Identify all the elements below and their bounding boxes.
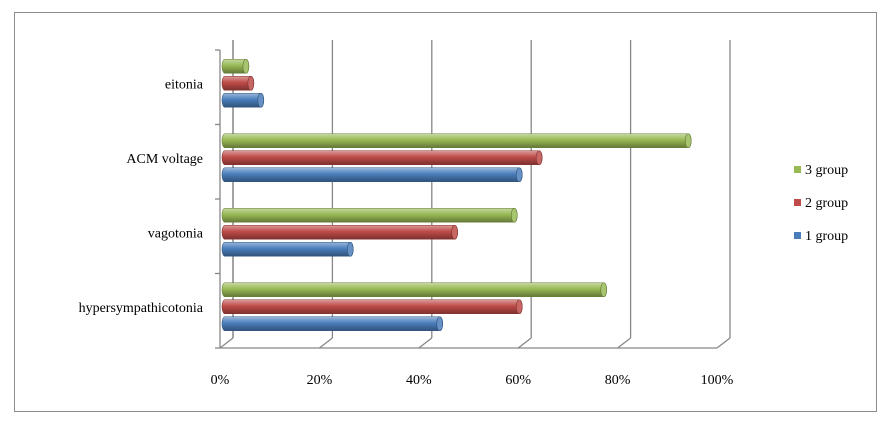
category-label: hypersympathicotonia — [79, 301, 204, 316]
bar — [221, 316, 444, 332]
bar — [221, 167, 523, 183]
bar — [221, 299, 523, 315]
gridline-floor — [716, 337, 731, 349]
bar — [221, 92, 265, 108]
x-tick-label: 80% — [605, 373, 631, 388]
bar-cap — [257, 92, 265, 108]
bar-body — [221, 207, 518, 223]
bar-body — [221, 316, 444, 332]
labels: 0% 20% 40% 60% 80% 100% hypersympathicotonia va… — [79, 77, 734, 388]
gridline-floor — [517, 337, 532, 349]
x-tick-label: 0% — [211, 373, 230, 388]
legend-label: 2 group — [805, 196, 848, 211]
bar — [221, 282, 608, 298]
bar-cap — [346, 241, 354, 257]
bar-body — [221, 241, 354, 257]
bar-cap — [242, 58, 250, 74]
bar-body — [221, 282, 608, 298]
bar — [221, 224, 458, 240]
bar-body — [221, 133, 692, 149]
bar — [221, 241, 354, 257]
bar — [221, 207, 518, 223]
bar — [221, 150, 543, 166]
bar-cap — [510, 207, 518, 223]
bar-body — [221, 299, 523, 315]
gridline-floor — [319, 337, 333, 349]
bar-body — [221, 167, 523, 183]
bar-cap — [515, 299, 523, 315]
bar — [221, 58, 250, 74]
bar-cap — [515, 167, 523, 183]
legend-label: 3 group — [805, 163, 848, 178]
bar-cap — [535, 150, 543, 166]
legend: 3 group 2 group 1 group — [794, 163, 848, 244]
bar-cap — [451, 224, 458, 240]
bar-cap — [436, 316, 444, 332]
bar — [221, 133, 692, 149]
legend-label: 1 group — [805, 229, 848, 244]
bar-body — [221, 150, 543, 166]
bar-cap — [684, 133, 692, 149]
x-tick-label: 100% — [701, 373, 734, 388]
bars — [221, 58, 692, 332]
legend-swatch — [794, 232, 801, 239]
bar-cap — [247, 75, 255, 91]
legend-swatch — [794, 166, 801, 173]
gridline-floor — [418, 337, 433, 349]
bar-cap — [600, 282, 608, 298]
category-label: eitonia — [165, 77, 204, 92]
legend-swatch — [794, 199, 801, 206]
x-tick-label: 20% — [307, 373, 333, 388]
x-tick-label: 60% — [505, 373, 531, 388]
gridline-floor — [219, 337, 234, 349]
x-tick-label: 40% — [406, 373, 432, 388]
gridline-floor — [617, 337, 631, 349]
category-label: vagotonia — [148, 226, 204, 241]
bar-body — [221, 224, 458, 240]
bar — [221, 75, 255, 91]
category-label: ACM voltage — [126, 152, 203, 167]
